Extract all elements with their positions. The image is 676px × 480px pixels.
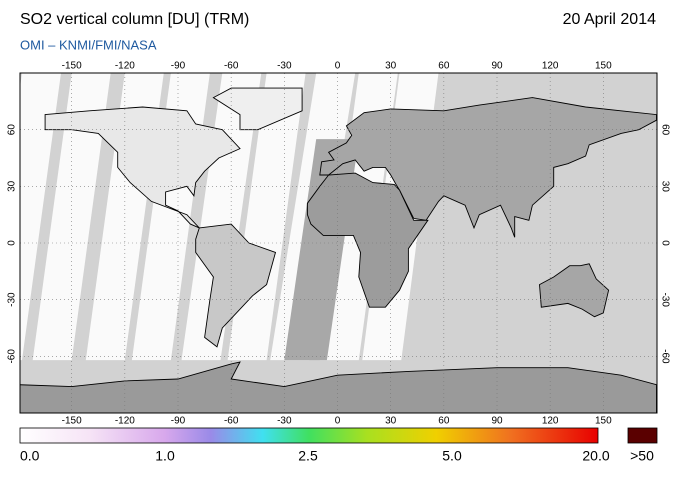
lat-tick-label: 60 — [7, 124, 18, 136]
greenland — [212, 87, 303, 131]
colorbar-label: 2.5 — [298, 448, 318, 464]
africa — [306, 172, 429, 308]
south-america — [195, 223, 277, 348]
lat-tick-label: 0 — [7, 240, 18, 246]
lon-tick-label: 60 — [438, 416, 450, 427]
map-frame — [19, 72, 658, 414]
australia — [539, 263, 610, 318]
colorbar-overflow-label: >50 — [630, 448, 654, 464]
lon-tick-label: 90 — [491, 61, 503, 72]
lat-tick-label: 60 — [659, 124, 670, 136]
orbit-swath — [32, 73, 111, 361]
colorbar-label: 20.0 — [582, 448, 609, 464]
north-america — [44, 106, 241, 229]
lon-tick-label: -120 — [115, 61, 135, 72]
lon-tick-label: -60 — [224, 416, 239, 427]
orbit-swath — [181, 73, 262, 361]
lon-tick-label: 150 — [595, 61, 612, 72]
lon-tick-label: 90 — [491, 416, 503, 427]
lon-tick-label: -150 — [62, 61, 82, 72]
lat-tick-label: 30 — [659, 181, 670, 193]
lat-tick-label: -30 — [659, 292, 670, 307]
orbit-swath — [20, 73, 61, 361]
lon-tick-label: 0 — [335, 416, 341, 427]
lon-tick-label: -30 — [277, 416, 292, 427]
lon-tick-label: -90 — [171, 416, 186, 427]
lon-tick-label: 0 — [335, 61, 341, 72]
colorbar-label: 5.0 — [442, 448, 462, 464]
lat-tick-label: -30 — [7, 292, 18, 307]
eurasia — [319, 97, 657, 238]
colorbar-label: 0.0 — [20, 448, 40, 464]
lat-tick-label: 0 — [659, 240, 670, 246]
lon-tick-label: 120 — [542, 61, 559, 72]
colorbar-overflow — [627, 427, 658, 444]
date: 20 April 2014 — [563, 11, 657, 28]
lat-tick-label: -60 — [659, 349, 670, 364]
lon-tick-label: -150 — [62, 416, 82, 427]
lat-tick-label: 30 — [7, 180, 18, 192]
lon-tick-label: -90 — [171, 61, 186, 72]
lon-tick-label: -120 — [115, 416, 135, 427]
lon-tick-label: 120 — [542, 416, 559, 427]
lon-tick-label: 30 — [385, 416, 397, 427]
source: OMI – KNMI/FMI/NASA — [20, 37, 157, 52]
map-area — [20, 73, 657, 413]
colorbar-label: 1.0 — [155, 448, 175, 464]
lon-tick-label: 30 — [385, 61, 397, 72]
lon-tick-label: -30 — [277, 61, 292, 72]
lon-tick-label: 150 — [595, 416, 612, 427]
lon-tick-label: 60 — [438, 61, 450, 72]
lon-tick-label: -60 — [224, 61, 239, 72]
lat-tick-label: -60 — [7, 349, 18, 364]
title: SO2 vertical column [DU] (TRM) — [20, 11, 249, 28]
colorbar — [19, 427, 599, 444]
